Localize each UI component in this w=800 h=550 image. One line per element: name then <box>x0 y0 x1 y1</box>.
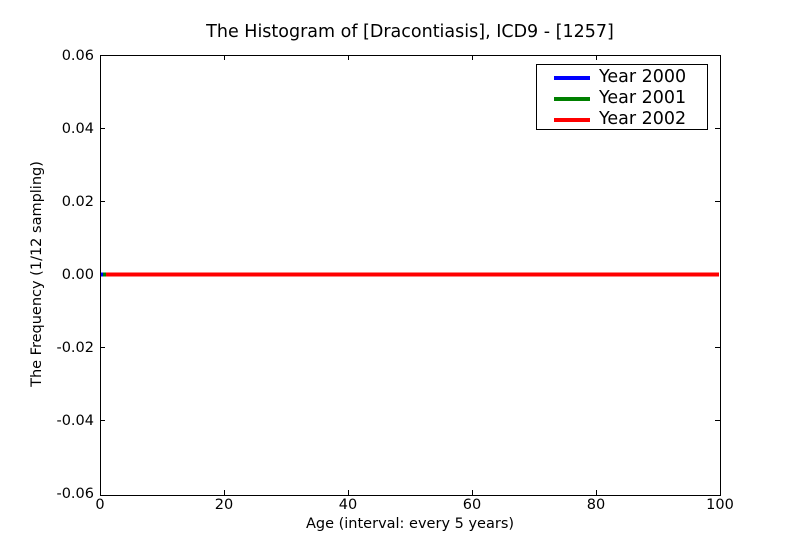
xtick <box>472 55 473 60</box>
ytick <box>100 128 105 129</box>
ytick-label: -0.04 <box>56 413 94 429</box>
legend: Year 2000 Year 2001 Year 2002 <box>536 64 708 130</box>
chart-title: The Histogram of [Dracontiasis], ICD9 - … <box>206 22 614 42</box>
legend-item-year-2001: Year 2001 <box>537 88 707 108</box>
xtick <box>596 490 597 495</box>
ytick <box>100 420 105 421</box>
x-axis-label: Age (interval: every 5 years) <box>305 516 515 532</box>
xtick-label: 0 <box>95 497 105 513</box>
ytick <box>100 347 105 348</box>
xtick <box>224 490 225 495</box>
xtick <box>472 490 473 495</box>
ytick <box>100 201 105 202</box>
legend-swatch-blue <box>554 76 590 80</box>
xtick <box>596 55 597 60</box>
xtick-label: 20 <box>214 497 234 513</box>
legend-label: Year 2002 <box>599 109 687 129</box>
ytick-label: -0.02 <box>56 340 94 356</box>
xtick-label: 60 <box>462 497 482 513</box>
xtick <box>348 55 349 60</box>
legend-item-year-2000: Year 2000 <box>537 67 707 87</box>
legend-swatch-red <box>554 118 590 122</box>
xtick <box>224 55 225 60</box>
ytick <box>715 128 720 129</box>
ytick-label: 0.00 <box>61 267 94 283</box>
ytick <box>715 420 720 421</box>
ytick-label: 0.06 <box>61 48 94 64</box>
ytick-label: 0.04 <box>61 121 94 137</box>
legend-label: Year 2000 <box>599 67 687 87</box>
ytick-label: 0.02 <box>61 194 94 210</box>
xtick-label: 100 <box>706 497 734 513</box>
ytick <box>715 347 720 348</box>
plot-area <box>100 55 721 496</box>
ytick-label: -0.06 <box>56 486 94 502</box>
ytick <box>715 201 720 202</box>
xtick-label: 80 <box>586 497 606 513</box>
y-axis-label: The Frequency (1/12 sampling) <box>29 161 45 387</box>
legend-label: Year 2001 <box>599 88 687 108</box>
xtick <box>348 490 349 495</box>
legend-item-year-2002: Year 2002 <box>537 109 707 129</box>
xtick-label: 40 <box>338 497 358 513</box>
legend-swatch-green <box>554 97 590 101</box>
